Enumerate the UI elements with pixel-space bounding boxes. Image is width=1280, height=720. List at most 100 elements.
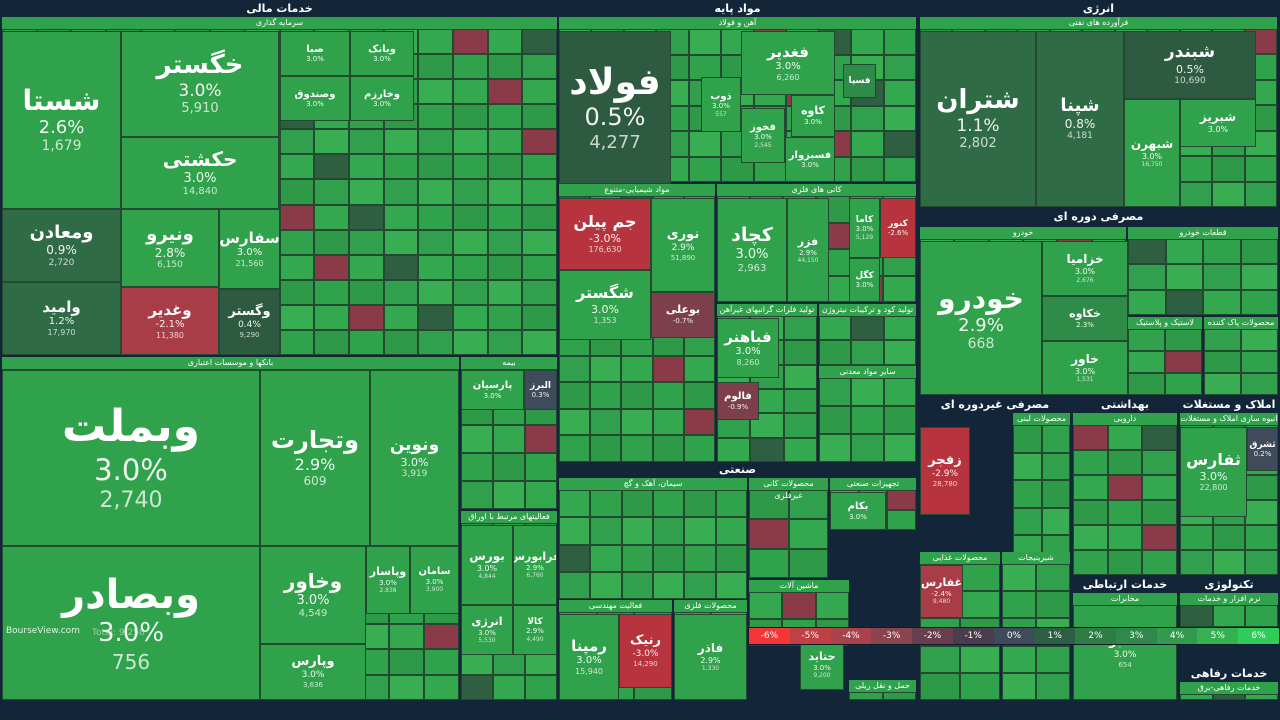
minor-stock-cell[interactable] <box>851 105 884 131</box>
minor-stock-cell[interactable] <box>652 355 684 383</box>
stock-tile[interactable]: صبا 3.0% <box>280 31 350 76</box>
industry-group-title[interactable]: خودرو <box>920 227 1126 239</box>
minor-stock-cell[interactable] <box>487 179 523 205</box>
minor-stock-cell[interactable] <box>1107 425 1143 450</box>
minor-stock-cell[interactable] <box>383 304 419 330</box>
minor-stock-cell[interactable] <box>383 229 419 255</box>
minor-stock-cell[interactable] <box>1073 475 1108 500</box>
minor-stock-cell[interactable] <box>522 304 557 330</box>
minor-stock-cell[interactable] <box>1128 239 1166 265</box>
industry-group-title[interactable]: شیرینیجات <box>1002 552 1070 564</box>
minor-stock-cell[interactable] <box>783 316 817 341</box>
minor-stock-cell[interactable] <box>621 382 653 409</box>
minor-stock-cell[interactable] <box>314 304 349 330</box>
minor-stock-cell[interactable] <box>683 435 715 462</box>
minor-stock-cell[interactable] <box>348 329 384 355</box>
stock-tile[interactable]: فغدیر 3.0% 6,260 <box>741 31 835 95</box>
minor-stock-cell[interactable] <box>684 544 716 572</box>
stock-tile[interactable]: شستا 2.6% 1,679 <box>2 31 121 209</box>
minor-stock-cell[interactable] <box>883 340 916 365</box>
minor-stock-cell[interactable] <box>522 154 557 180</box>
stock-tile[interactable]: کالا 2.9% 4,490 <box>513 605 557 655</box>
minor-stock-cell[interactable] <box>1036 591 1070 619</box>
minor-stock-cell[interactable] <box>920 645 960 673</box>
minor-stock-cell[interactable] <box>851 316 884 341</box>
sector-title-industrial[interactable]: صنعتی <box>559 462 916 478</box>
minor-stock-cell[interactable] <box>522 104 557 130</box>
minor-stock-cell[interactable] <box>1165 264 1203 290</box>
minor-stock-cell[interactable] <box>461 481 493 509</box>
minor-stock-cell[interactable] <box>1107 550 1143 575</box>
minor-stock-cell[interactable] <box>1041 507 1070 536</box>
minor-stock-cell[interactable] <box>314 229 349 255</box>
industry-group-title[interactable]: حمل و نقل ریلی <box>849 680 916 692</box>
industry-group-title[interactable]: سیمان، آهک و گچ <box>559 478 747 490</box>
minor-stock-cell[interactable] <box>621 544 653 572</box>
minor-stock-cell[interactable] <box>522 229 557 255</box>
minor-stock-cell[interactable] <box>493 425 525 453</box>
minor-stock-cell[interactable] <box>1002 591 1036 619</box>
minor-stock-cell[interactable] <box>1240 239 1278 265</box>
industry-group-title[interactable]: ماشین آلات <box>749 580 849 592</box>
minor-stock-cell[interactable] <box>883 378 916 406</box>
minor-stock-cell[interactable] <box>851 434 884 462</box>
minor-stock-cell[interactable] <box>418 304 453 330</box>
minor-stock-cell[interactable] <box>819 316 852 341</box>
stock-tile[interactable]: کاما 3.0% 5,129 <box>849 198 880 258</box>
minor-stock-cell[interactable] <box>960 645 1000 673</box>
minor-stock-cell[interactable] <box>1013 452 1042 481</box>
industry-group-title[interactable]: محصولات کانی غیرفلزی <box>749 478 828 500</box>
sector-title-basic[interactable]: مواد پایه <box>559 1 916 17</box>
minor-stock-cell[interactable] <box>1165 351 1202 373</box>
industry-group-title[interactable]: مواد شیمیایی-متنوع <box>559 184 715 196</box>
minor-stock-cell[interactable] <box>487 304 523 330</box>
stock-tile[interactable]: وبصادر 3.0% 756 <box>2 546 260 700</box>
minor-stock-cell[interactable] <box>621 571 653 599</box>
minor-stock-cell[interactable] <box>819 378 852 406</box>
stock-tile[interactable]: ذوب 3.0% 557 <box>701 77 741 132</box>
minor-stock-cell[interactable] <box>452 54 488 80</box>
sector-title-health[interactable]: بهداشتی <box>1073 397 1177 413</box>
industry-group-title[interactable]: محصولات لبنی <box>1013 413 1070 425</box>
minor-stock-cell[interactable] <box>688 54 722 80</box>
minor-stock-cell[interactable] <box>1180 694 1213 700</box>
minor-stock-cell[interactable] <box>590 435 622 462</box>
industry-group-title[interactable]: محصولات کشاورزی و دامپروری <box>1013 413 1014 414</box>
minor-stock-cell[interactable] <box>487 29 523 55</box>
minor-stock-cell[interactable] <box>423 623 459 650</box>
stock-tile[interactable]: زفجر -2.9% 28,780 <box>920 427 970 515</box>
minor-stock-cell[interactable] <box>1179 156 1213 182</box>
stock-tile[interactable]: وغدیر -2.1% 11,380 <box>121 287 219 355</box>
minor-stock-cell[interactable] <box>851 131 884 157</box>
minor-stock-cell[interactable] <box>1212 525 1246 550</box>
minor-stock-cell[interactable] <box>819 406 852 434</box>
minor-stock-cell[interactable] <box>1041 480 1070 508</box>
stock-tile[interactable]: حکشتی 3.0% 14,840 <box>121 137 279 209</box>
sector-title-welfare[interactable]: خدمات رفاهی <box>1180 666 1278 682</box>
minor-stock-cell[interactable] <box>883 156 916 182</box>
minor-stock-cell[interactable] <box>452 279 488 305</box>
minor-stock-cell[interactable] <box>522 79 557 105</box>
minor-stock-cell[interactable] <box>522 279 557 305</box>
minor-stock-cell[interactable] <box>1041 452 1070 481</box>
minor-stock-cell[interactable] <box>684 571 716 599</box>
minor-stock-cell[interactable] <box>559 490 591 518</box>
stock-tile[interactable]: شپنا 0.8% 4,181 <box>1036 31 1124 207</box>
minor-stock-cell[interactable] <box>1165 239 1203 265</box>
minor-stock-cell[interactable] <box>883 80 916 106</box>
minor-stock-cell[interactable] <box>960 672 1000 700</box>
stock-tile[interactable]: جم پیلن -3.0% 176,630 <box>559 198 651 270</box>
minor-stock-cell[interactable] <box>1203 264 1241 290</box>
minor-stock-cell[interactable] <box>1212 605 1246 627</box>
minor-stock-cell[interactable] <box>960 564 1000 592</box>
minor-stock-cell[interactable] <box>525 674 557 700</box>
minor-stock-cell[interactable] <box>559 408 591 436</box>
minor-stock-cell[interactable] <box>487 129 523 155</box>
minor-stock-cell[interactable] <box>388 674 424 700</box>
minor-stock-cell[interactable] <box>1245 605 1278 627</box>
stock-tile[interactable]: خزامیا 3.0% 2,676 <box>1042 241 1128 296</box>
minor-stock-cell[interactable] <box>314 179 349 205</box>
stock-tile[interactable]: وخارزم 3.0% <box>350 76 414 121</box>
minor-stock-cell[interactable] <box>487 54 523 80</box>
minor-stock-cell[interactable] <box>1013 507 1042 536</box>
